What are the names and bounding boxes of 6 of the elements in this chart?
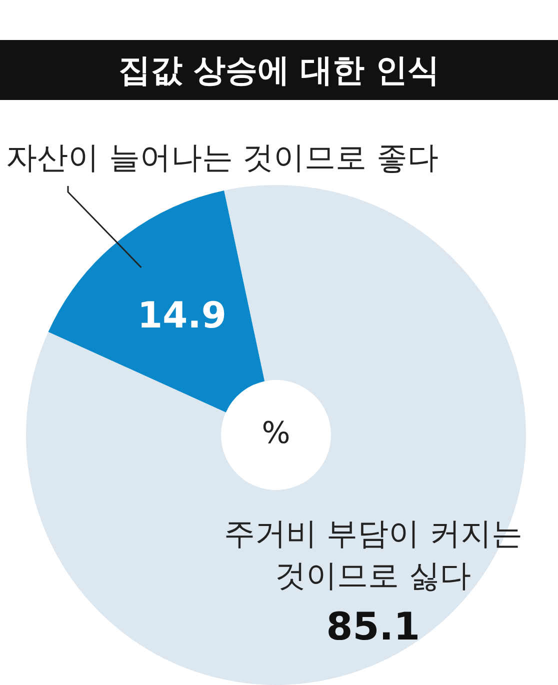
data-label: 14.9 [138,295,226,336]
chart-title: 집값 상승에 대한 인식 [0,40,558,100]
data-label: 85.1 [326,604,420,649]
slice-label: 자산이 늘어나는 것이므로 좋다 [6,140,439,176]
text: % [262,416,290,451]
slice-label: 주거비 부담이 커지는 것이므로 싫다 [224,516,523,594]
